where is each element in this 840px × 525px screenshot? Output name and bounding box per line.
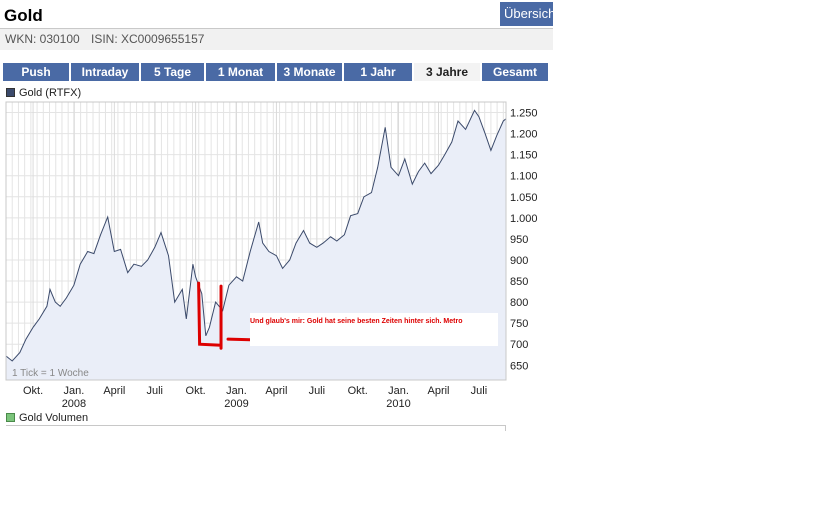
x-tick-label: April — [265, 385, 287, 397]
y-tick-label: 900 — [510, 255, 528, 267]
annotation-bracket — [197, 281, 259, 350]
x-tick-year-label: 2008 — [62, 398, 86, 410]
x-tick-year-label: 2009 — [224, 398, 248, 410]
price-line — [5, 109, 507, 362]
plot-frame — [5, 101, 507, 381]
x-tick-label: April — [427, 385, 449, 397]
x-tick-label: Juli — [471, 385, 488, 397]
volume-panel — [6, 425, 506, 431]
page-title: Gold — [4, 6, 43, 25]
tick-note: 1 Tick = 1 Woche — [12, 368, 89, 379]
y-tick-label: 1.100 — [510, 171, 538, 183]
y-tick-label: 650 — [510, 360, 528, 372]
y-tick-label: 950 — [510, 234, 528, 246]
x-tick-label: Juli — [146, 385, 163, 397]
y-tick-label: 700 — [510, 339, 528, 351]
annotation-marker — [197, 281, 259, 350]
price-legend: Gold (RTFX) — [6, 87, 81, 99]
tab-5-tage[interactable]: 5 Tage — [141, 63, 204, 81]
y-tick-label: 750 — [510, 318, 528, 330]
x-tick-label: Okt. — [186, 385, 206, 397]
tab-push[interactable]: Push — [3, 63, 69, 81]
x-tick-label: Okt. — [348, 385, 368, 397]
price-legend-swatch — [6, 87, 15, 97]
volume-legend-label: Gold Volumen — [19, 412, 89, 424]
annotation-box — [250, 313, 498, 346]
y-tick-label: 800 — [510, 297, 528, 309]
volume-legend: Gold Volumen — [6, 412, 88, 424]
x-tick-label: Juli — [309, 385, 326, 397]
price-legend-label: Gold (RTFX) — [19, 87, 82, 99]
y-tick-label: 1.200 — [510, 129, 538, 141]
tab-1-monat[interactable]: 1 Monat — [206, 63, 275, 81]
y-tick-label: 850 — [510, 276, 528, 288]
x-tick-label: Jan. — [226, 385, 247, 397]
tab-3-monate[interactable]: 3 Monate — [277, 63, 342, 81]
tab-intraday[interactable]: Intraday — [71, 63, 139, 81]
price-area — [6, 110, 506, 381]
y-tick-label: 1.050 — [510, 192, 538, 204]
x-tick-label: Jan. — [64, 385, 85, 397]
x-tick-label: Jan. — [388, 385, 409, 397]
isin-label: ISIN: XC0009655157 — [91, 32, 205, 46]
security-id-bar: WKN: 030100 ISIN: XC0009655157 — [0, 28, 553, 50]
x-tick-label: Okt. — [23, 385, 43, 397]
overview-button[interactable]: Übersich — [500, 2, 553, 26]
wkn-label: WKN: 030100 — [5, 32, 80, 46]
x-tick-year-label: 2010 — [386, 398, 410, 410]
tab-3-jahre[interactable]: 3 Jahre — [414, 63, 480, 81]
y-tick-label: 1.250 — [510, 108, 538, 120]
tab-1-jahr[interactable]: 1 Jahr — [344, 63, 412, 81]
y-tick-label: 1.000 — [510, 213, 538, 225]
annotation-text: Und glaub's mir: Gold hat seine besten Z… — [250, 318, 462, 325]
tab-gesamt[interactable]: Gesamt — [482, 63, 548, 81]
volume-legend-swatch — [6, 412, 15, 422]
x-tick-label: April — [103, 385, 125, 397]
y-tick-label: 1.150 — [510, 150, 538, 162]
